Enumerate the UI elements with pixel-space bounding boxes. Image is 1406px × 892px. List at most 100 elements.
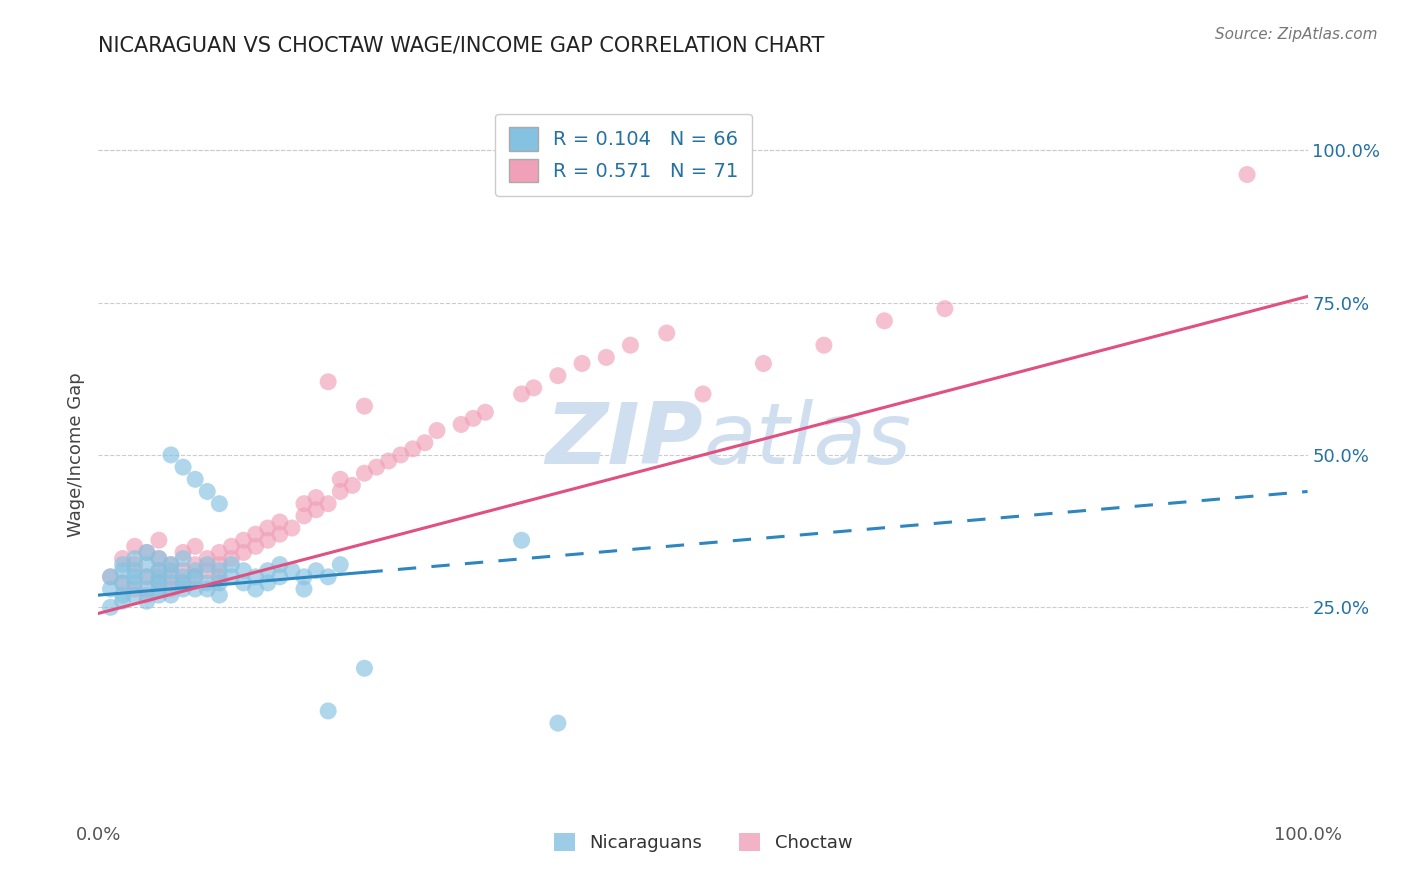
Point bbox=[148, 570, 170, 584]
Point bbox=[135, 545, 157, 559]
Point bbox=[232, 576, 254, 591]
Point bbox=[450, 417, 472, 432]
Point bbox=[221, 551, 243, 566]
Point bbox=[1236, 168, 1258, 182]
Point bbox=[184, 472, 207, 486]
Point bbox=[269, 527, 291, 541]
Point bbox=[208, 558, 231, 572]
Point bbox=[148, 588, 170, 602]
Point bbox=[195, 564, 218, 578]
Y-axis label: Wage/Income Gap: Wage/Income Gap bbox=[66, 373, 84, 537]
Point bbox=[305, 503, 328, 517]
Point bbox=[281, 521, 304, 535]
Point bbox=[245, 527, 267, 541]
Point bbox=[111, 551, 134, 566]
Point bbox=[873, 314, 896, 328]
Point bbox=[269, 558, 291, 572]
Point bbox=[160, 558, 183, 572]
Point bbox=[135, 558, 157, 572]
Point bbox=[172, 460, 194, 475]
Point bbox=[135, 570, 157, 584]
Point bbox=[148, 551, 170, 566]
Point bbox=[232, 533, 254, 548]
Point bbox=[692, 387, 714, 401]
Point bbox=[281, 564, 304, 578]
Point bbox=[172, 576, 194, 591]
Point bbox=[595, 351, 617, 365]
Point bbox=[292, 497, 315, 511]
Point bbox=[571, 356, 593, 371]
Point bbox=[111, 576, 134, 591]
Point bbox=[195, 582, 218, 596]
Point bbox=[148, 582, 170, 596]
Point bbox=[160, 582, 183, 596]
Point bbox=[195, 484, 218, 499]
Point bbox=[111, 588, 134, 602]
Point bbox=[208, 570, 231, 584]
Point bbox=[208, 545, 231, 559]
Point bbox=[547, 716, 569, 731]
Point bbox=[547, 368, 569, 383]
Point bbox=[148, 576, 170, 591]
Point bbox=[389, 448, 412, 462]
Point bbox=[160, 448, 183, 462]
Point bbox=[172, 545, 194, 559]
Point bbox=[148, 533, 170, 548]
Text: ZIP: ZIP bbox=[546, 399, 703, 482]
Point bbox=[752, 356, 775, 371]
Point bbox=[124, 570, 146, 584]
Point bbox=[160, 588, 183, 602]
Point bbox=[184, 558, 207, 572]
Point bbox=[256, 521, 278, 535]
Point bbox=[124, 588, 146, 602]
Point bbox=[100, 570, 122, 584]
Point bbox=[208, 497, 231, 511]
Point bbox=[208, 564, 231, 578]
Point bbox=[111, 558, 134, 572]
Point bbox=[269, 515, 291, 529]
Point bbox=[184, 570, 207, 584]
Point bbox=[124, 551, 146, 566]
Point bbox=[100, 570, 122, 584]
Point bbox=[426, 424, 449, 438]
Point bbox=[124, 564, 146, 578]
Point bbox=[813, 338, 835, 352]
Point bbox=[316, 375, 339, 389]
Point bbox=[135, 545, 157, 559]
Point bbox=[208, 576, 231, 591]
Point bbox=[148, 564, 170, 578]
Point bbox=[184, 539, 207, 553]
Point bbox=[292, 582, 315, 596]
Point bbox=[135, 588, 157, 602]
Point bbox=[316, 497, 339, 511]
Point bbox=[329, 472, 352, 486]
Point bbox=[124, 558, 146, 572]
Point bbox=[474, 405, 496, 419]
Point bbox=[184, 570, 207, 584]
Point bbox=[195, 576, 218, 591]
Point bbox=[342, 478, 364, 492]
Point bbox=[619, 338, 641, 352]
Point bbox=[292, 570, 315, 584]
Point bbox=[245, 570, 267, 584]
Point bbox=[353, 661, 375, 675]
Point bbox=[402, 442, 425, 456]
Point bbox=[221, 539, 243, 553]
Point bbox=[256, 564, 278, 578]
Point bbox=[100, 582, 122, 596]
Point bbox=[232, 545, 254, 559]
Point bbox=[292, 508, 315, 523]
Point bbox=[510, 533, 533, 548]
Point bbox=[148, 564, 170, 578]
Point bbox=[413, 435, 436, 450]
Point bbox=[160, 576, 183, 591]
Point bbox=[124, 539, 146, 553]
Point bbox=[221, 558, 243, 572]
Point bbox=[316, 570, 339, 584]
Point bbox=[316, 704, 339, 718]
Point bbox=[100, 600, 122, 615]
Point bbox=[463, 411, 485, 425]
Point bbox=[111, 594, 134, 608]
Point bbox=[329, 484, 352, 499]
Point bbox=[366, 460, 388, 475]
